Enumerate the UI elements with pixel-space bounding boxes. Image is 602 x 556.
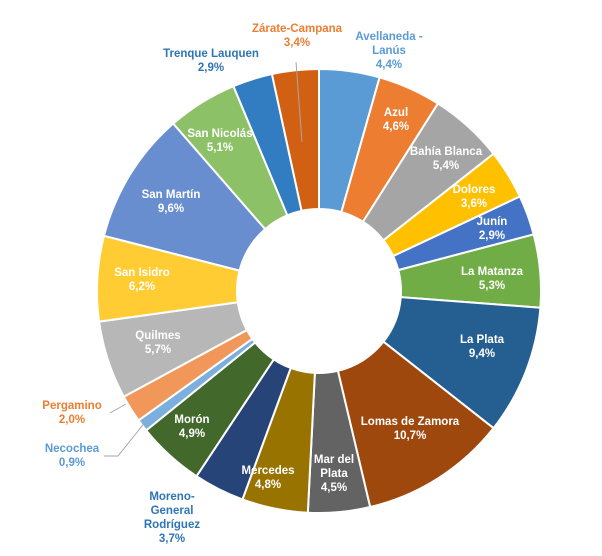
data-label-azul: Azul 4,6% xyxy=(383,107,409,133)
data-label-dolores: Dolores 3,6% xyxy=(453,184,496,210)
data-label-bahia-blanca: Bahía Blanca 5,4% xyxy=(410,146,483,172)
data-label-mercedes: Mercedes 4,8% xyxy=(241,465,294,491)
data-label-moron: Morón 4,9% xyxy=(174,414,209,440)
leader-line-zarate-campana xyxy=(295,61,303,143)
leader-line-pergamino xyxy=(109,403,127,414)
data-label-quilmes: Quilmes 5,7% xyxy=(135,330,180,356)
slice-zarate-campana xyxy=(270,67,320,213)
data-label-mar-del-plata: Mar del Plata 4,5% xyxy=(314,454,354,494)
leader-lines-group xyxy=(104,61,303,457)
data-label-necochea: Necochea 0,9% xyxy=(45,443,100,469)
data-label-avellaneda-lanus: Avellaneda -Lanús 4,4% xyxy=(355,31,422,71)
data-label-san-isidro: San Isidro 6,2% xyxy=(114,267,170,293)
leader-line-necochea xyxy=(104,420,147,457)
labels-group: Avellaneda -Lanús 4,4% Azul 4,6%Bahía Blanc… xyxy=(42,23,523,545)
data-label-lomas-de-zamora: Lomas de Zamora 10,7% xyxy=(361,416,460,442)
data-label-trenque-lauquen: Trenque Lauquen 2,9% xyxy=(163,48,259,74)
data-label-la-matanza: La Matanza 5,3% xyxy=(461,266,524,292)
data-label-pergamino: Pergamino 2,0% xyxy=(42,400,101,426)
data-label-la-plata: La Plata 9,4% xyxy=(460,334,505,360)
data-label-san-martin: San Martín 9,6% xyxy=(142,189,201,215)
data-label-zarate-campana: Zárate-Campana 3,4% xyxy=(252,23,343,49)
slices-group xyxy=(96,67,542,514)
slice-lomas-de-zamora xyxy=(336,340,495,509)
data-label-moreno-general-rodriguez: Moreno-General Rodríguez 3,7% xyxy=(144,491,200,545)
data-label-san-nicolas: San Nicolás 5,1% xyxy=(187,128,252,154)
data-label-junin: Junín 2,9% xyxy=(477,216,508,242)
